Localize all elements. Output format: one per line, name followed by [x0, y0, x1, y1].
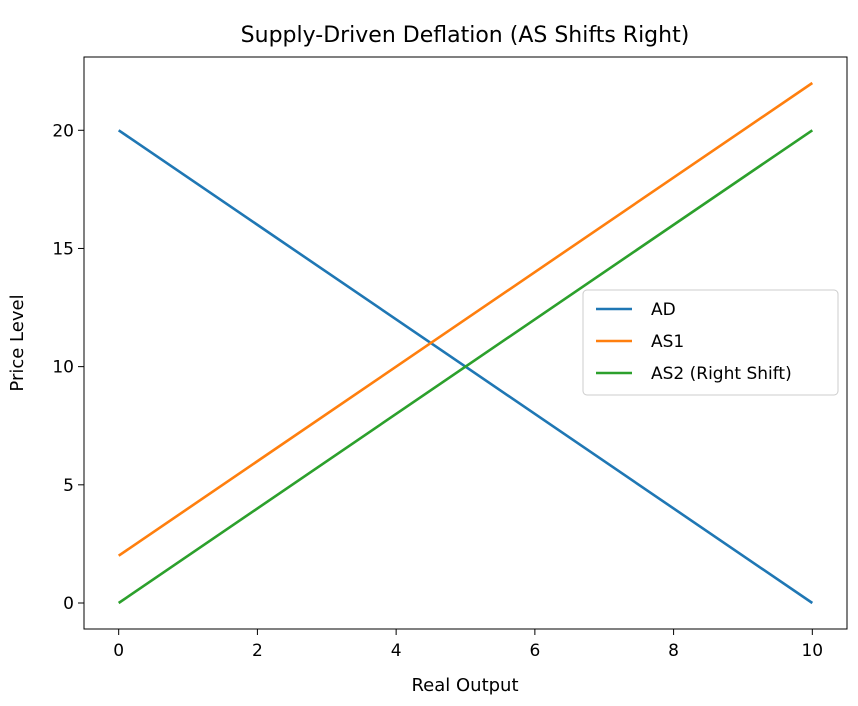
y-tick-label: 15 [52, 239, 74, 259]
legend-label: AS1 [651, 332, 684, 352]
legend: AD AS1 AS2 (Right Shift) [582, 289, 839, 396]
y-tick-label: 10 [52, 358, 74, 378]
y-tick-label: 20 [52, 121, 74, 141]
y-axis-ticks: 0 5 10 15 20 [52, 121, 84, 614]
legend-label: AD [651, 300, 676, 320]
plot-frame [83, 56, 848, 630]
x-tick-label: 2 [252, 641, 263, 661]
series-group [117, 81, 814, 605]
x-axis-label: Real Output [411, 675, 518, 696]
x-tick-label: 4 [391, 641, 402, 661]
y-tick-label: 0 [63, 594, 74, 614]
chart-title: Supply-Driven Deflation (AS Shifts Right… [241, 23, 690, 48]
x-tick-label: 6 [529, 641, 540, 661]
legend-box [582, 289, 839, 396]
y-tick-label: 5 [63, 476, 74, 496]
x-axis-ticks: 0 2 4 6 8 10 [113, 629, 823, 661]
legend-label: AS2 (Right Shift) [651, 364, 792, 384]
x-tick-label: 10 [801, 641, 823, 661]
y-axis-label: Price Level [7, 294, 28, 391]
series-line-as1 [117, 81, 814, 557]
series-line-as2-right-shift [117, 129, 814, 605]
x-tick-label: 8 [668, 641, 679, 661]
x-tick-label: 0 [113, 641, 124, 661]
